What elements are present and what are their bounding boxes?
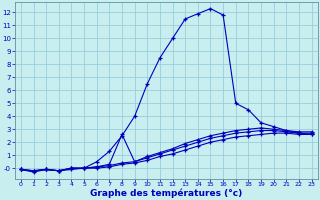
X-axis label: Graphe des températures (°c): Graphe des températures (°c) xyxy=(90,188,242,198)
